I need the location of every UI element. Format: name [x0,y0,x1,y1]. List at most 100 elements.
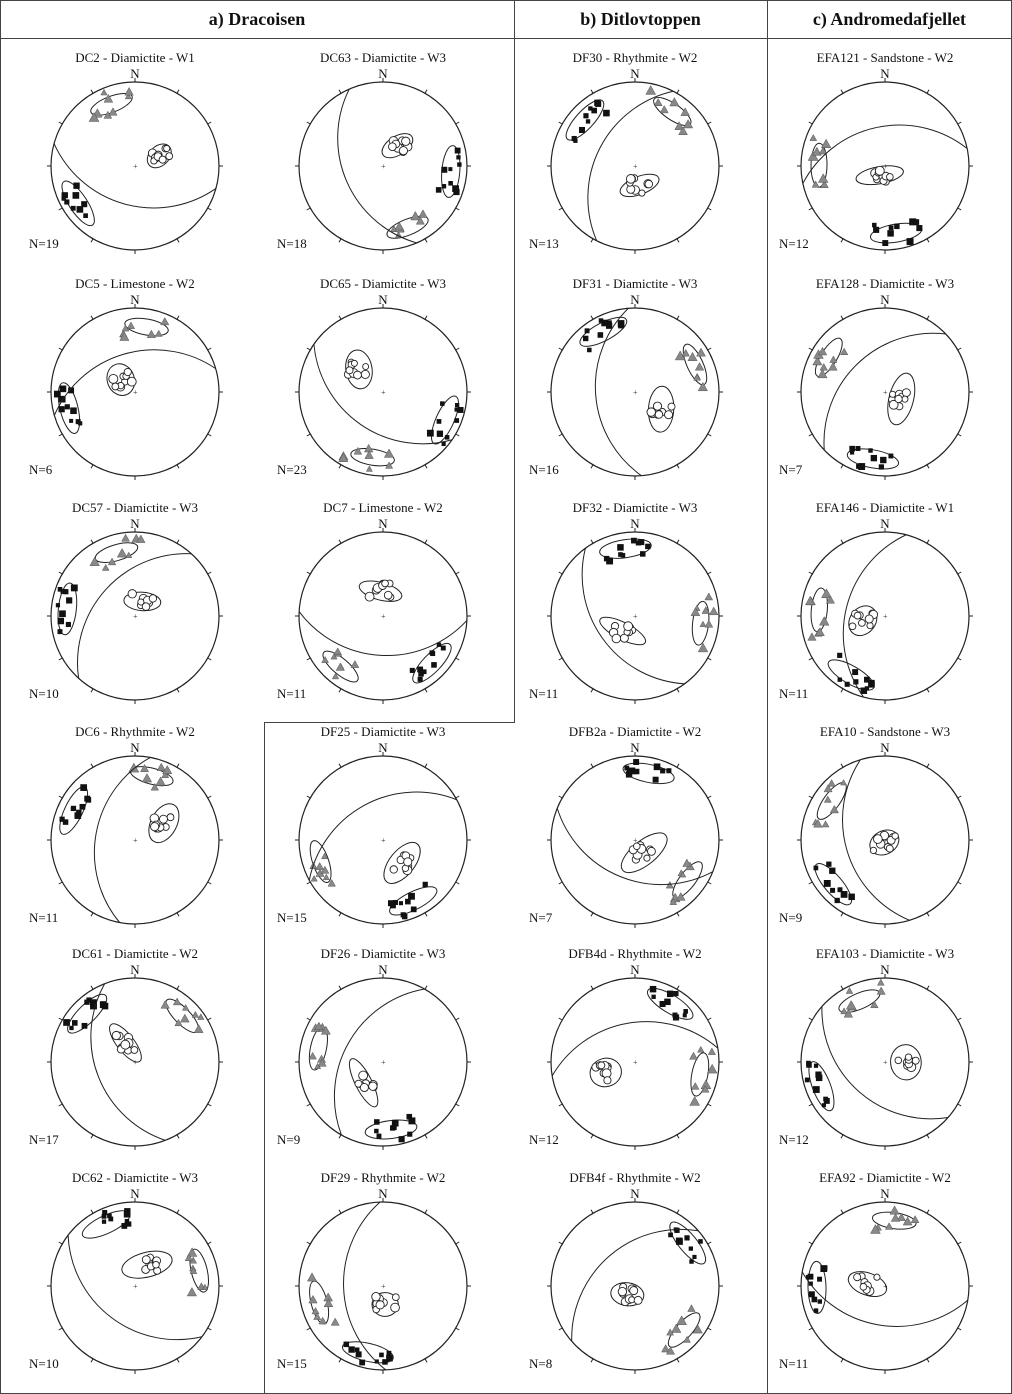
k1-axis-square [436,430,444,437]
confidence-ellipse [599,616,647,646]
k1-axis-square [888,453,894,459]
k2-axis-triangle [696,347,706,357]
stereonet-plot: + [547,528,723,704]
k1-axis-square [359,1359,366,1366]
stereonet-plot: + [47,1198,223,1374]
stereonet-title: DC65 - Diamictite - W3 [319,276,447,291]
k2-axis-triangle [418,209,428,218]
k1-axis-square [817,1299,822,1304]
azimuth-tick [455,1327,460,1331]
great-circle [53,143,217,209]
azimuth-tick [455,657,460,661]
k2-axis-triangle [843,1009,854,1018]
k1-axis-square [454,147,461,154]
k2-axis-triangle [186,1247,198,1257]
azimuth-tick [424,763,428,768]
k1-axis-square [457,162,462,167]
north-label: N [880,1186,890,1201]
k1-axis-square [61,196,66,201]
azimuth-tick [676,238,680,243]
azimuth-tick [455,207,460,211]
azimuth-tick [455,347,460,351]
azimuth-tick [90,912,94,917]
k1-axis-square [916,225,923,232]
k2-axis-triangle [666,1328,675,1336]
k2-axis-triangle [701,606,711,614]
azimuth-tick [58,1103,63,1107]
azimuth-tick [424,89,428,94]
k3-axis-circle [123,367,132,377]
k2-axis-triangle [364,450,374,459]
k1-axis-square [913,219,920,225]
k2-axis-triangle [107,557,117,566]
k2-axis-triangle [876,986,886,995]
k2-axis-triangle [126,321,136,329]
azimuth-tick [176,1209,180,1214]
azimuth-tick [58,1017,63,1021]
k2-axis-triangle [189,1266,198,1274]
azimuth-tick [90,315,94,320]
k2-axis-triangle [840,779,847,786]
azimuth-tick [676,1358,680,1363]
k2-axis-triangle [659,105,669,114]
azimuth-tick [808,795,813,799]
k1-axis-square [660,768,666,774]
k1-axis-square [69,1025,74,1031]
stereonet-plot: + [47,974,223,1150]
center-cross: + [633,162,638,171]
azimuth-tick [590,912,594,917]
azimuth-tick [58,881,63,885]
k1-axis-square [806,1060,811,1066]
azimuth-tick [176,688,180,693]
sample-count-label: N=18 [277,236,307,251]
confidence-ellipse [412,642,452,684]
k1-axis-square [70,205,76,211]
stereonet-plot: + [547,1198,723,1374]
k1-axis-square [672,1012,678,1018]
stereonet-plot: + [797,752,973,928]
k3-axis-circle [141,1255,151,1265]
k1-axis-square [74,812,82,819]
azimuth-tick [707,1103,712,1107]
k2-axis-triangle [140,763,150,773]
azimuth-tick [590,89,594,94]
azimuth-tick [176,89,180,94]
stereonet-title: DF25 - Diamictite - W3 [320,724,446,739]
k2-axis-triangle [333,647,342,655]
azimuth-tick [558,433,563,437]
azimuth-tick [207,881,212,885]
stereonet-title: EFA121 - Sandstone - W2 [816,50,954,65]
azimuth-tick [424,688,428,693]
k1-axis-square [870,454,878,462]
north-label: N [130,292,140,307]
k1-axis-square [598,318,604,323]
azimuth-tick [590,688,594,693]
k1-axis-square [386,1354,393,1362]
stereonet-title: EFA92 - Diamictite - W2 [819,1170,951,1185]
azimuth-tick [338,985,342,990]
k2-axis-triangle [676,892,686,901]
k1-axis-square [90,1002,97,1010]
k1-axis-square [815,1071,822,1078]
k1-axis-square [852,669,859,676]
azimuth-tick [424,1134,428,1139]
k1-axis-square [53,390,61,398]
k3-axis-circle [853,611,862,620]
great-circle [587,90,674,241]
k2-axis-triangle [182,1004,190,1011]
azimuth-tick [58,207,63,211]
stereonet-plot: + [295,752,471,928]
k2-axis-triangle [706,1063,718,1074]
k2-axis-triangle [877,978,885,986]
k2-axis-triangle [827,779,836,787]
azimuth-tick [808,121,813,125]
k1-axis-square [409,667,415,673]
great-circle [842,534,907,698]
stereonet-title: DC5 - Limestone - W2 [75,276,195,291]
k2-axis-triangle [160,1000,170,1009]
azimuth-tick [676,985,680,990]
k1-axis-square [606,322,613,329]
k1-axis-square [837,652,843,658]
k2-axis-triangle [701,1084,710,1093]
k2-axis-triangle [825,595,835,604]
